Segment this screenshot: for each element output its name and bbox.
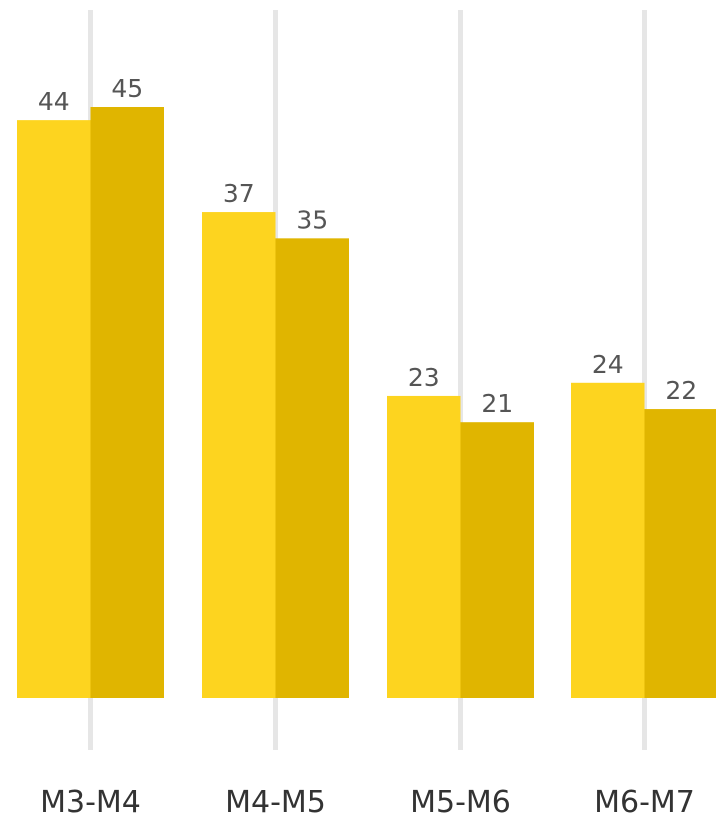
data-labels: 44 45 37 35 23 21 24 22 <box>38 74 697 418</box>
data-label-M5-M6-s1: 23 <box>408 363 440 392</box>
tick-label-M5-M6: M5-M6 <box>410 785 511 814</box>
data-label-M4-M5-s2: 35 <box>296 205 328 234</box>
data-label-M6-M7-s1: 24 <box>592 350 624 379</box>
data-label-M3-M4-s2: 45 <box>111 74 143 103</box>
bar-M4-M5-s2 <box>275 238 349 699</box>
x-axis-tick-labels: M3-M4 M4-M5 M5-M6 M6-M7 <box>40 785 695 814</box>
bar-M5-M6-s2 <box>460 422 534 698</box>
data-label-M5-M6-s2: 21 <box>481 389 513 418</box>
bar-M3-M4-s2 <box>90 107 164 698</box>
bar-M5-M6-s1 <box>387 395 461 698</box>
bar-M3-M4-s1 <box>17 120 91 699</box>
data-label-M4-M5-s1: 37 <box>223 179 255 208</box>
bar-M4-M5-s1 <box>202 212 276 699</box>
data-label-M3-M4-s1: 44 <box>38 87 70 116</box>
tick-label-M3-M4: M3-M4 <box>40 785 141 814</box>
tick-label-M6-M7: M6-M7 <box>594 785 695 814</box>
bar-M6-M7-s1 <box>571 382 645 698</box>
gridlines <box>88 10 647 750</box>
bar-M6-M7-s2 <box>644 409 716 698</box>
bars <box>17 107 716 699</box>
data-label-M6-M7-s2: 22 <box>665 376 697 405</box>
tick-label-M4-M5: M4-M5 <box>225 785 326 814</box>
